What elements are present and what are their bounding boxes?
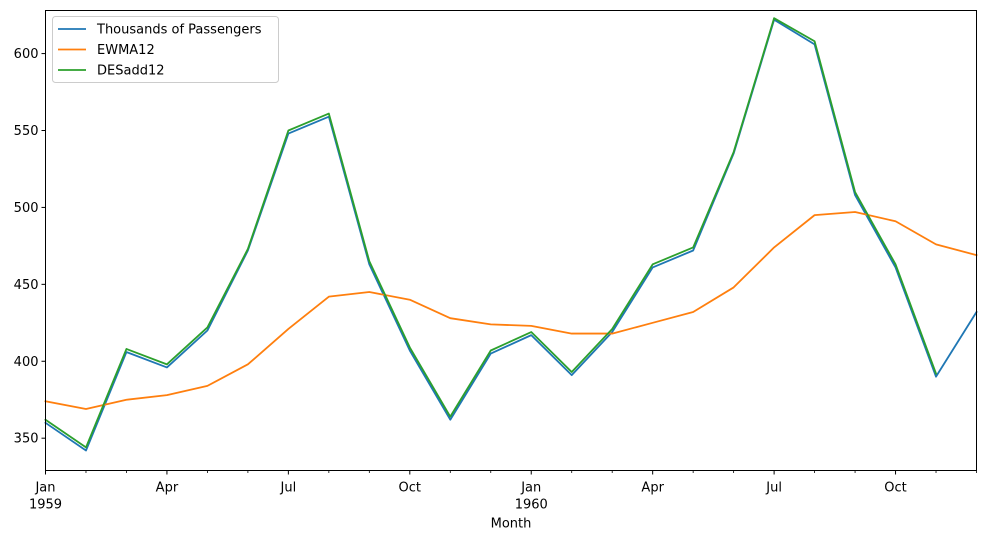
legend-label: EWMA12 bbox=[97, 43, 155, 58]
x-tick-sublabel: 1959 bbox=[29, 498, 62, 513]
series-line-1 bbox=[44, 18, 978, 452]
y-tick-label: 400 bbox=[14, 355, 39, 370]
legend: Thousands of Passengers EWMA12 DESadd12 bbox=[52, 16, 279, 83]
x-tick-label: Jul bbox=[765, 481, 782, 496]
x-axis: Jan 1959 Apr Jul Oct Jan 1960 Apr Jul Oct bbox=[29, 470, 977, 513]
y-tick-label: 500 bbox=[14, 201, 39, 216]
x-tick-label: Jul bbox=[280, 481, 297, 496]
y-tick-label: 550 bbox=[14, 124, 39, 139]
x-tick-label: Apr bbox=[156, 481, 179, 496]
series-line-3 bbox=[44, 17, 938, 449]
x-axis-title: Month bbox=[491, 517, 532, 532]
x-tick-sublabel: 1960 bbox=[515, 498, 548, 513]
y-tick-label: 350 bbox=[14, 432, 39, 447]
x-tick-label: Apr bbox=[641, 481, 664, 496]
plot-frame bbox=[45, 10, 977, 471]
y-tick-label: 600 bbox=[14, 47, 39, 62]
x-tick-label: Jan bbox=[520, 481, 541, 496]
plot-lines bbox=[44, 17, 978, 452]
x-tick-label: Oct bbox=[884, 481, 906, 496]
x-tick-label: Oct bbox=[399, 481, 421, 496]
y-axis: 350 400 450 500 550 600 bbox=[14, 47, 46, 447]
legend-label: Thousands of Passengers bbox=[96, 23, 262, 38]
legend-box bbox=[52, 16, 279, 83]
series-line-2 bbox=[44, 211, 978, 410]
x-tick-label: Jan bbox=[34, 481, 55, 496]
legend-label: DESadd12 bbox=[97, 64, 165, 79]
y-tick-label: 450 bbox=[14, 278, 39, 293]
